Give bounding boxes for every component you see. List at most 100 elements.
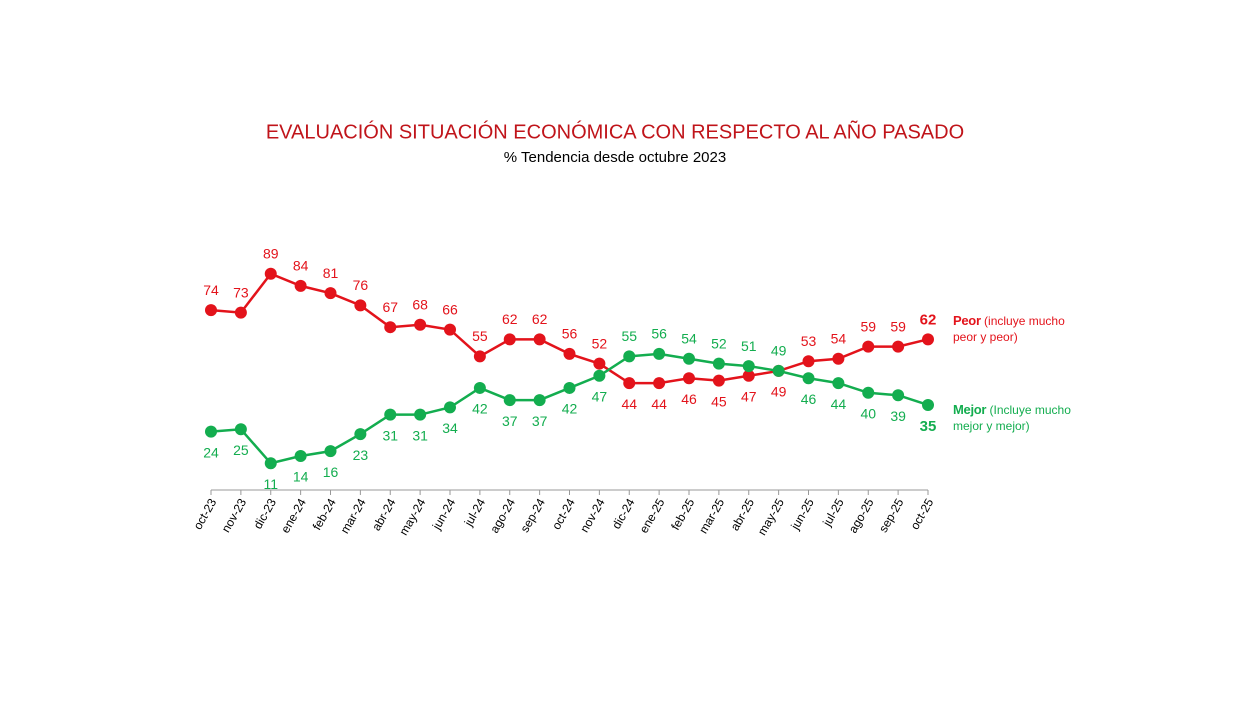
- data-label: 24: [203, 444, 219, 460]
- data-point: [742, 360, 755, 373]
- data-point: [324, 445, 337, 458]
- data-point: [205, 304, 217, 317]
- data-label: 46: [801, 391, 817, 407]
- x-tick-label: dic-24: [609, 496, 638, 532]
- data-label: 54: [831, 330, 847, 346]
- x-tick-label: feb-24: [310, 496, 339, 533]
- data-label: 73: [233, 284, 249, 300]
- data-point: [832, 377, 845, 390]
- data-label: 44: [651, 396, 667, 412]
- data-label: 31: [412, 427, 428, 443]
- data-label: 14: [293, 469, 309, 485]
- data-label: 23: [353, 447, 369, 463]
- data-label: 89: [263, 245, 279, 261]
- data-point: [354, 428, 367, 441]
- legend-name: Peor: [953, 313, 981, 328]
- data-label: 54: [681, 330, 697, 346]
- data-label: 51: [741, 338, 757, 354]
- data-label: 55: [472, 328, 488, 344]
- x-tick-label: ene-25: [637, 496, 668, 536]
- data-label: 11: [263, 476, 278, 492]
- data-point: [623, 377, 636, 390]
- data-point: [563, 347, 576, 360]
- x-tick-label: may-25: [755, 496, 787, 538]
- data-point: [354, 299, 367, 312]
- data-label: 42: [472, 401, 488, 417]
- data-label: 37: [532, 413, 548, 429]
- x-tick-label: feb-25: [668, 496, 697, 533]
- x-tick-label: ago-24: [487, 496, 518, 536]
- data-point: [503, 394, 516, 407]
- x-tick-label: dic-23: [251, 496, 280, 532]
- x-tick-label: sep-24: [517, 496, 548, 535]
- x-tick-label: jul-24: [461, 496, 488, 530]
- data-point: [473, 350, 486, 363]
- data-label: 49: [771, 343, 787, 359]
- data-point: [384, 408, 397, 421]
- data-point: [414, 408, 427, 421]
- data-point: [862, 340, 875, 353]
- data-point: [802, 355, 815, 368]
- data-label: 62: [920, 311, 937, 328]
- data-label: 56: [562, 326, 578, 342]
- legend-name: Mejor: [953, 402, 987, 417]
- data-label: 45: [711, 393, 727, 409]
- x-tick-label: jun-25: [788, 496, 817, 533]
- x-tick-label: sep-25: [876, 496, 907, 535]
- data-point: [683, 352, 695, 365]
- data-point: [444, 401, 456, 414]
- data-label: 59: [860, 318, 876, 334]
- data-point: [234, 306, 247, 319]
- data-point: [384, 321, 397, 334]
- data-point: [264, 457, 277, 470]
- data-point: [712, 374, 725, 387]
- x-tick-label: oct-23: [191, 496, 220, 532]
- data-point: [892, 340, 905, 353]
- legend-detail: (incluye mucho peor y peor): [953, 314, 1065, 344]
- data-label: 66: [442, 301, 458, 317]
- chart-subtitle: % Tendencia desde octubre 2023: [504, 149, 726, 166]
- data-point: [862, 386, 875, 399]
- data-point: [503, 333, 516, 346]
- data-label: 39: [890, 408, 906, 424]
- data-label: 44: [621, 396, 637, 412]
- data-label: 49: [771, 384, 787, 400]
- data-label: 25: [233, 442, 249, 458]
- data-point: [623, 350, 636, 363]
- data-label: 55: [621, 328, 637, 344]
- data-point: [922, 398, 934, 411]
- x-tick-label: ene-24: [278, 496, 309, 536]
- data-point: [653, 377, 666, 390]
- data-point: [234, 423, 247, 436]
- legend-entry: Mejor (Incluye mucho mejor y mejor): [953, 402, 1078, 434]
- data-point: [653, 347, 666, 360]
- x-tick-label: abr-24: [369, 496, 399, 533]
- data-label: 42: [562, 401, 578, 417]
- data-point: [563, 381, 576, 394]
- data-point: [772, 364, 785, 377]
- data-point: [324, 287, 337, 300]
- data-point: [533, 394, 546, 407]
- data-label: 74: [203, 282, 219, 298]
- data-label: 34: [442, 420, 458, 436]
- data-point: [414, 318, 427, 331]
- data-point: [205, 425, 217, 438]
- x-tick-label: mar-24: [338, 496, 369, 536]
- data-label: 47: [592, 388, 608, 404]
- x-tick-label: ago-25: [846, 496, 877, 536]
- data-label: 76: [353, 277, 369, 293]
- data-point: [922, 333, 934, 346]
- data-point: [593, 369, 606, 382]
- data-point: [712, 357, 725, 370]
- x-tick-label: mar-25: [696, 496, 727, 536]
- data-label: 52: [711, 335, 727, 351]
- data-label: 52: [592, 335, 608, 351]
- x-tick-label: jun-24: [429, 496, 458, 533]
- data-point: [892, 389, 905, 402]
- data-label: 44: [831, 396, 847, 412]
- legend-entry: Peor (incluye mucho peor y peor): [953, 313, 1078, 345]
- data-point: [802, 372, 815, 385]
- data-label: 59: [890, 318, 906, 334]
- x-tick-label: oct-24: [549, 496, 578, 532]
